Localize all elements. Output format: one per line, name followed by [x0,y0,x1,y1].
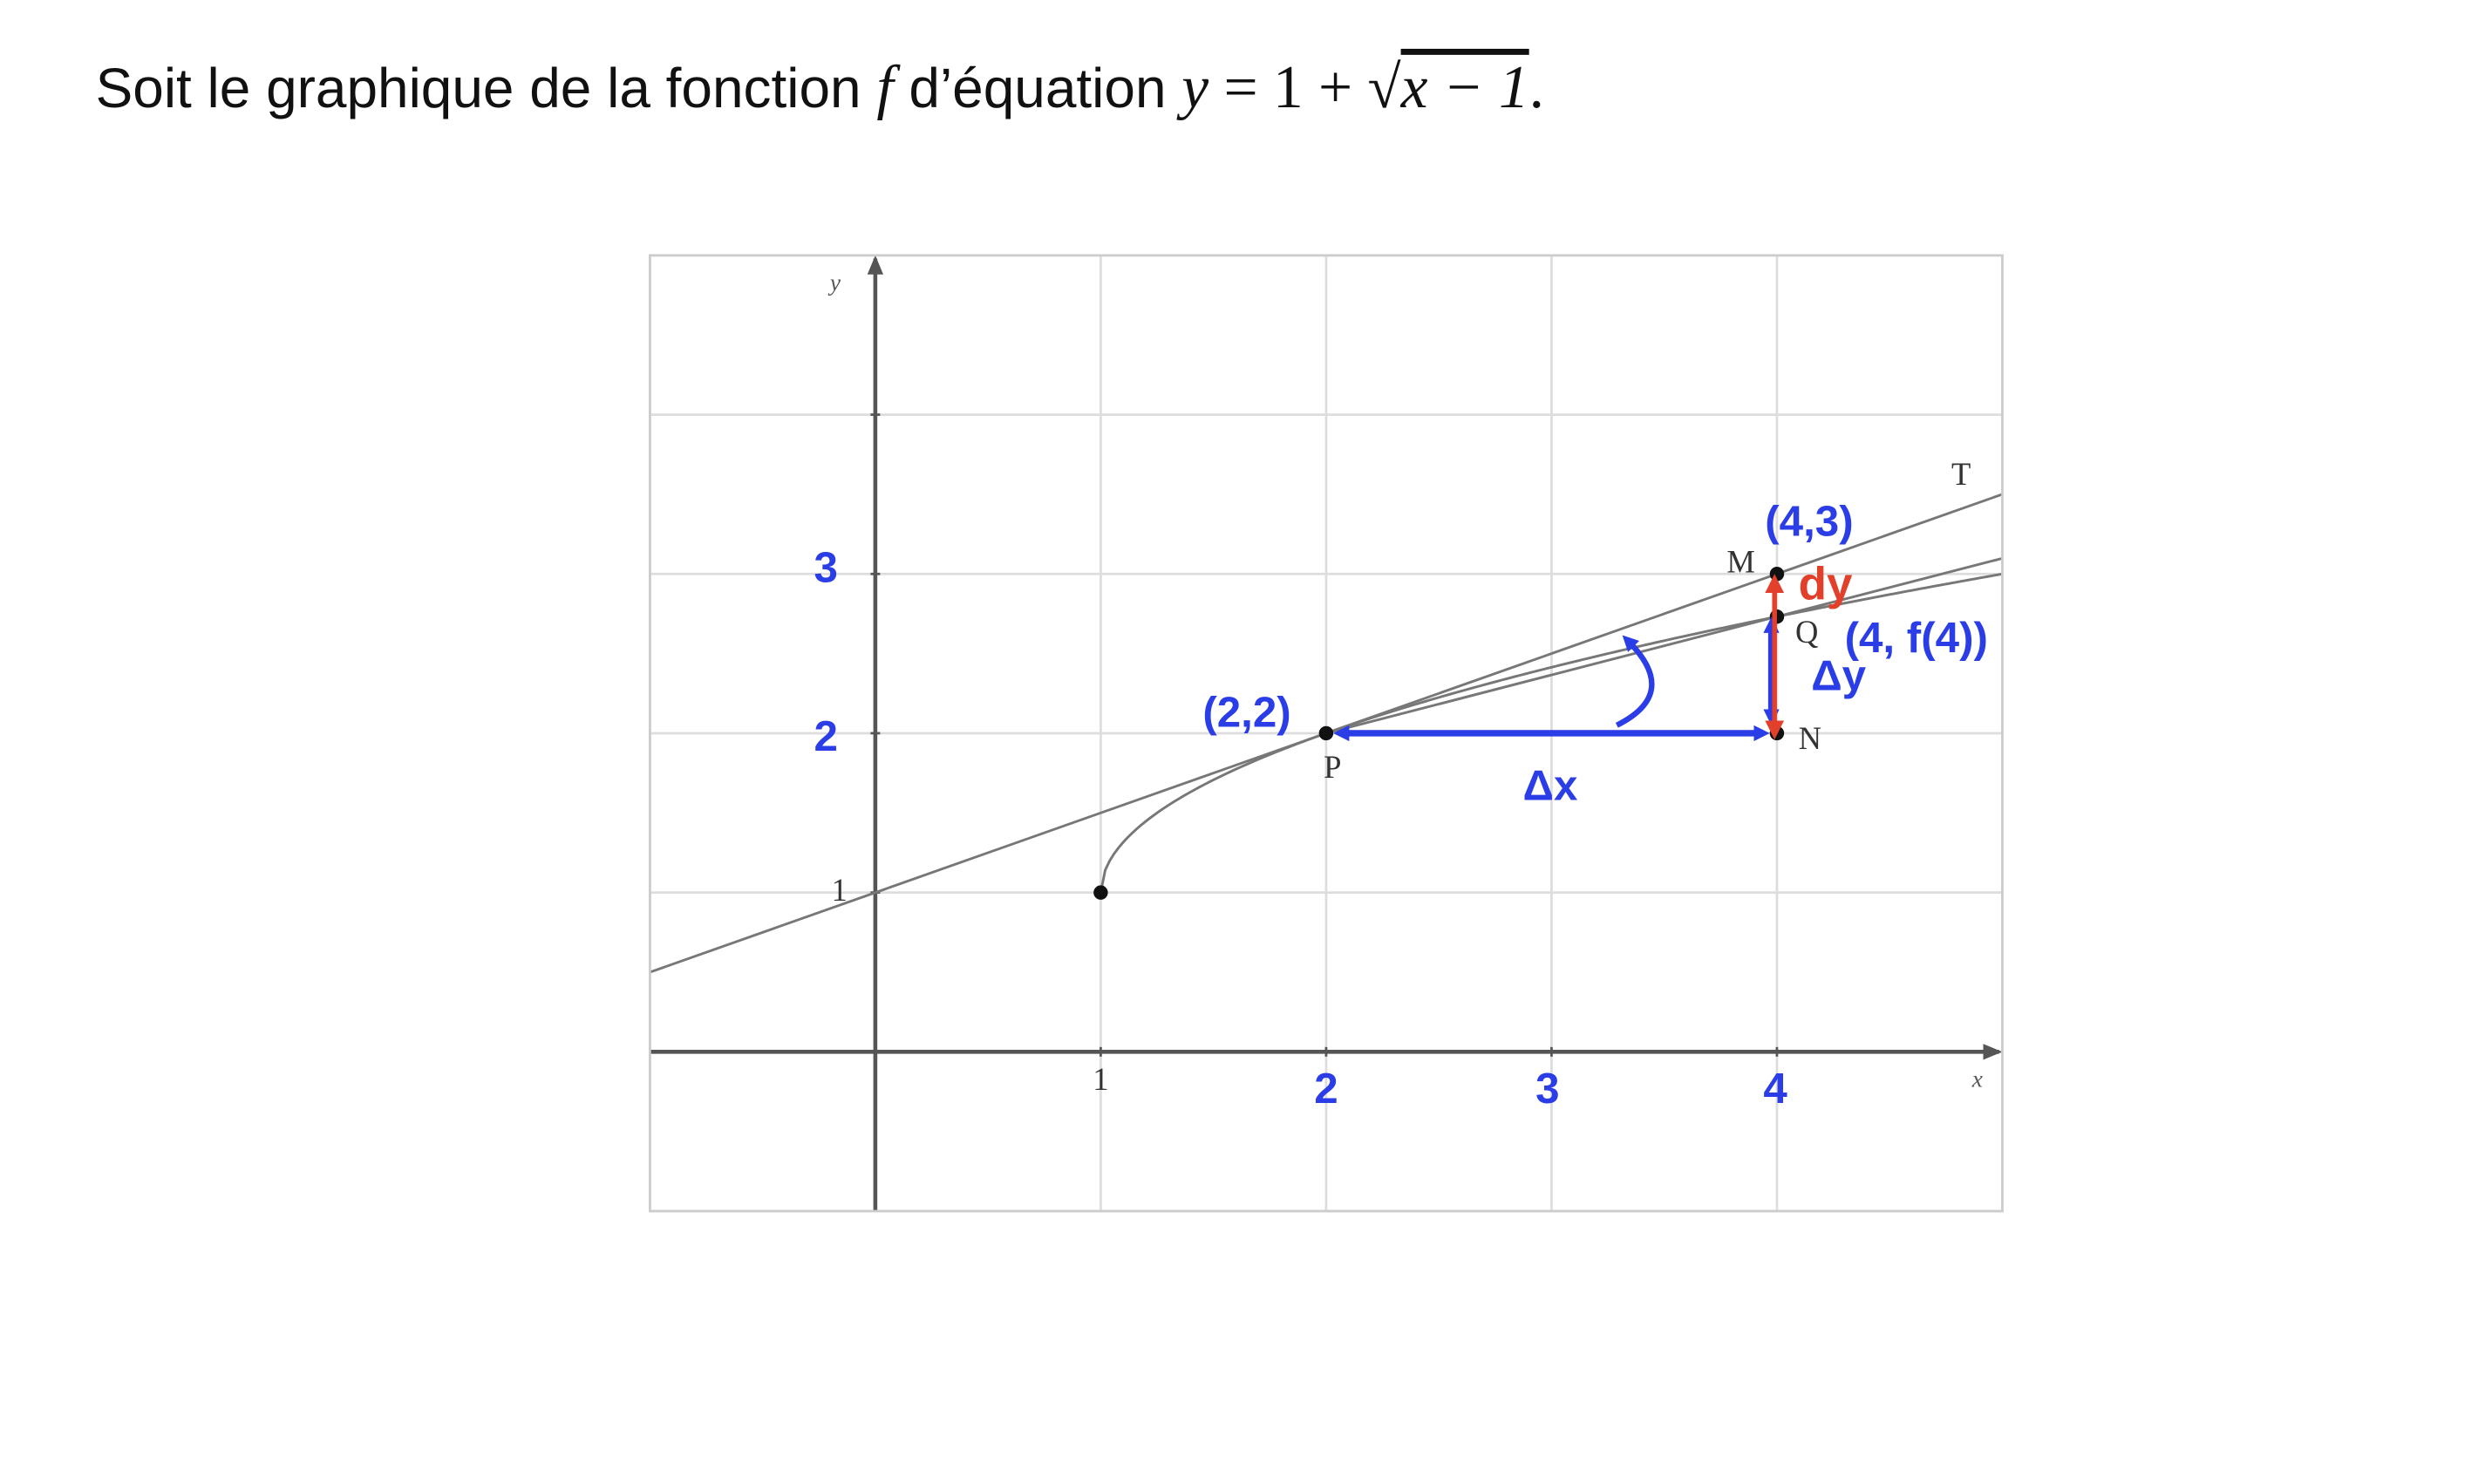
equation-rhs: = 1 + √ [1208,54,1401,121]
point-p [1318,725,1334,741]
point-label-m: M [1726,543,1754,579]
equation-y: y [1176,54,1208,121]
graph-frame [649,254,2004,1213]
y-axis-label: y [827,269,841,296]
equation-end: . [1529,54,1544,121]
secant-line [1325,556,2003,735]
x-axis-arrow-icon [1983,1044,2003,1060]
point-label-p: P [1324,749,1341,785]
x-tick-1: 1 [1093,1061,1108,1097]
equation-radicand: x − 1 [1400,54,1529,121]
y-axis-arrow-icon [867,255,884,275]
delta-y-label: Δy [1811,652,1866,700]
point-m-coordinates: (4,3) [1765,497,1853,545]
point-start [1093,885,1108,900]
y-tick-2: 2 [814,712,838,760]
point-label-n: N [1799,720,1821,756]
x-tick-3: 3 [1535,1065,1559,1113]
statement-text: Soit le graphique de la fonction [96,57,877,119]
point-q-coordinates: (4, f(4)) [1845,614,1988,662]
point-m [1769,567,1785,582]
x-tick-2: 2 [1314,1065,1338,1113]
statement-text-2: d’équation [894,57,1182,119]
x-tick-4: 4 [1763,1065,1787,1113]
function-curve [1099,572,2003,893]
problem-statement: Soit le graphique de la fonction f d’équ… [96,54,1544,121]
tangent-label: T [1951,456,1971,492]
dy-label: dy [1799,558,1853,609]
angle-arc-arrow [1615,635,1655,728]
point-p-coordinates: (2,2) [1202,689,1290,737]
y-tick-3: 3 [814,543,838,591]
x-axis-label: x [1971,1066,1983,1093]
delta-x-label: Δx [1523,762,1578,810]
point-label-q: Q [1795,614,1818,650]
y-tick-1: 1 [832,872,848,908]
